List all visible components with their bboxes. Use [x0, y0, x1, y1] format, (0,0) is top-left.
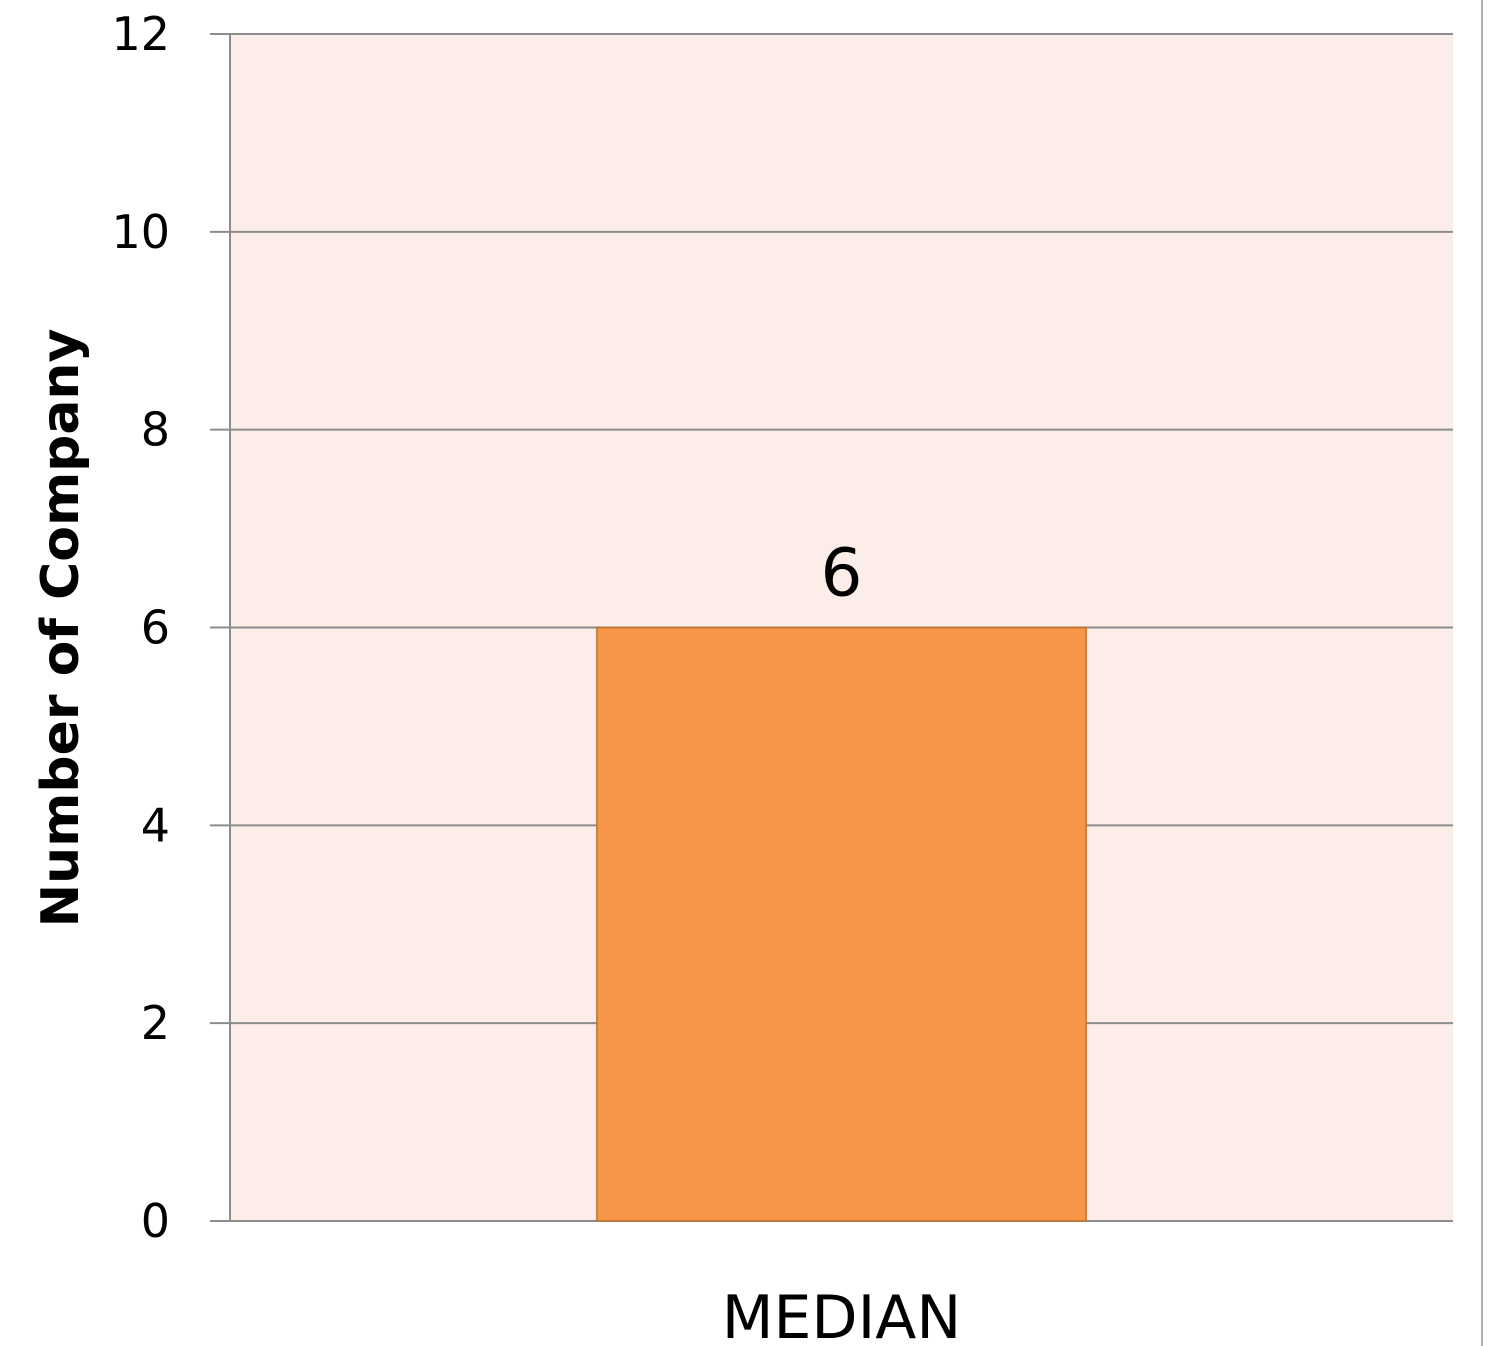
- bar-data-label: 6: [821, 535, 863, 612]
- x-axis-category-labels: MEDIAN: [722, 1283, 962, 1346]
- y-tick-label: 0: [141, 1194, 170, 1248]
- y-tick-label: 8: [141, 403, 170, 457]
- y-tick-label: 2: [141, 996, 170, 1050]
- y-tick-label: 6: [141, 601, 170, 655]
- y-tick-label: 12: [111, 7, 170, 61]
- bar: [596, 626, 1087, 1222]
- y-tick-label: 10: [111, 205, 170, 259]
- y-tick-label: 4: [141, 798, 170, 852]
- y-axis-title: Number of Company: [31, 329, 91, 928]
- bars: [596, 626, 1087, 1222]
- data-labels: 6: [821, 535, 863, 612]
- x-category-label: MEDIAN: [722, 1283, 962, 1346]
- y-axis-ticks: 0 2 4 6 8 10 12: [111, 7, 170, 1248]
